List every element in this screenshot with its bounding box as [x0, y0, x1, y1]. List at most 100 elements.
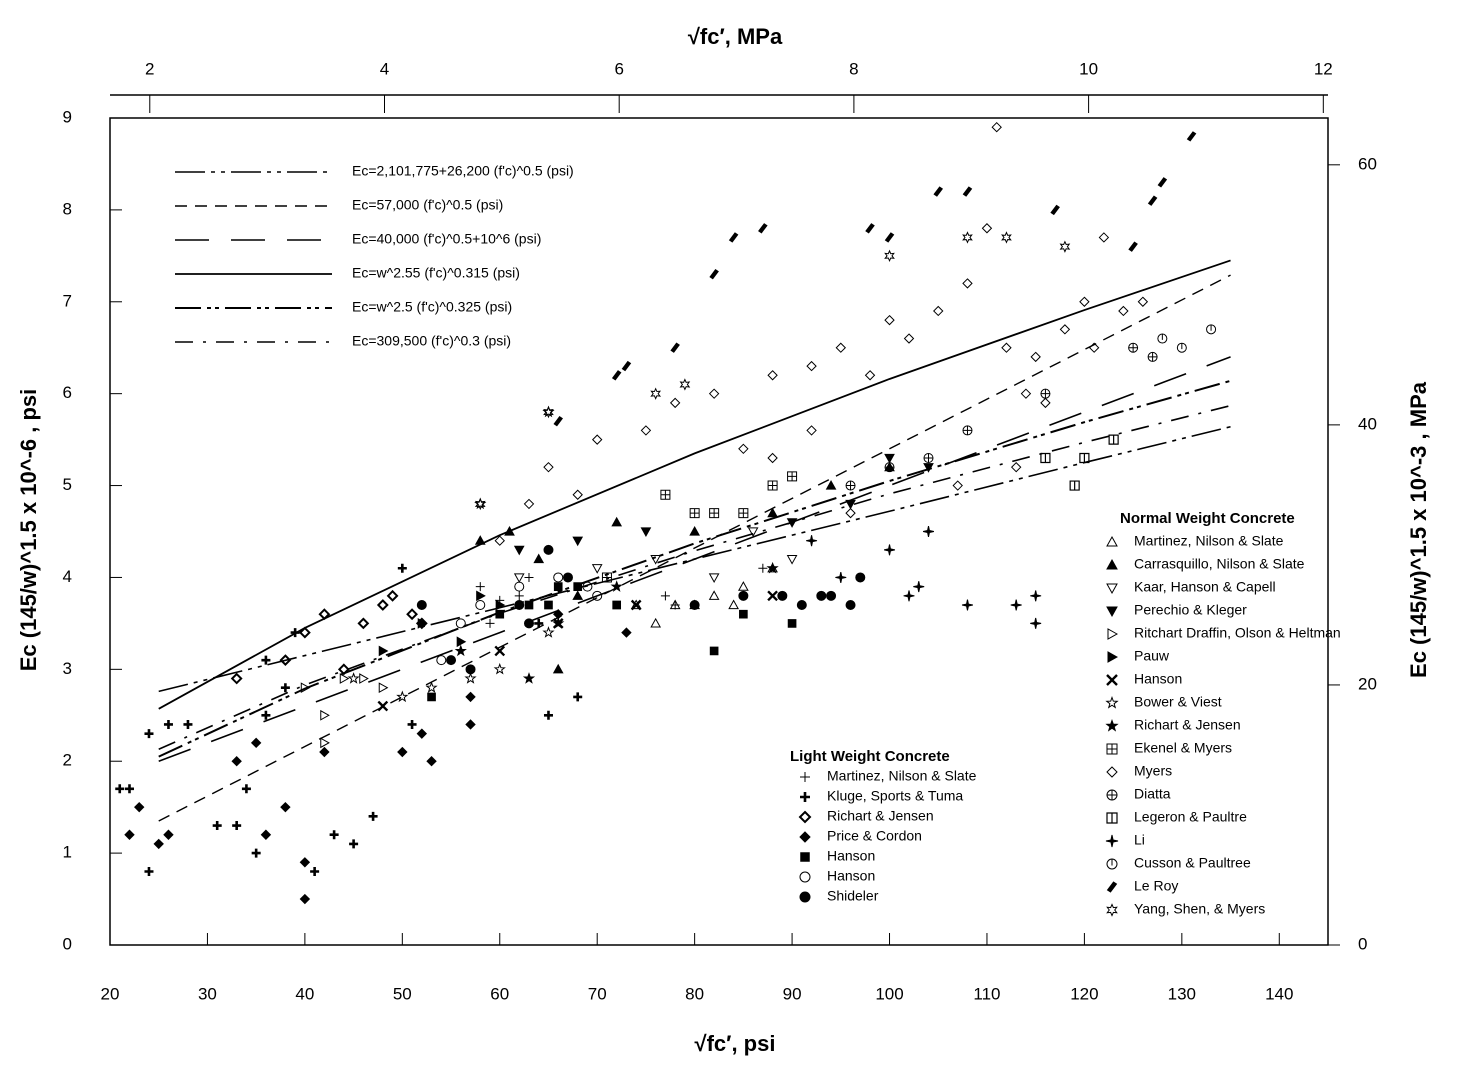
data-point [524, 600, 534, 610]
data-point [416, 728, 428, 739]
data-point [1069, 480, 1080, 491]
data-point [495, 599, 506, 611]
data-point [494, 645, 506, 657]
x2-tick-label: 12 [1314, 59, 1333, 78]
data-point [455, 618, 466, 629]
data-point [134, 801, 145, 813]
data-point [962, 425, 973, 436]
data-point [232, 821, 242, 831]
x-tick-label: 100 [875, 984, 903, 1003]
data-point [1059, 240, 1071, 253]
data-point [310, 866, 320, 876]
x-tick-label: 120 [1070, 984, 1098, 1003]
data-point [347, 672, 360, 684]
legend-label: Ritchart Draffin, Olson & Heltman [1134, 625, 1341, 641]
data-point [476, 590, 486, 602]
data-point [465, 691, 476, 703]
y-tick-label: 7 [63, 291, 72, 310]
data-point [465, 664, 476, 675]
data-point [241, 784, 251, 794]
data-point [542, 626, 555, 638]
data-point [1030, 590, 1042, 602]
y-tick-label: 4 [63, 567, 72, 586]
data-point [425, 681, 438, 693]
data-point [669, 599, 681, 610]
data-point [464, 672, 477, 684]
data-point [357, 617, 370, 630]
data-point [611, 516, 623, 527]
data-point [864, 370, 876, 381]
data-point [991, 121, 1002, 133]
data-point [1128, 241, 1138, 252]
legend-label: Shideler [827, 888, 879, 904]
legend-marker [799, 831, 811, 843]
data-point [747, 527, 759, 538]
data-point [163, 719, 173, 729]
data-point [522, 672, 536, 684]
data-point [903, 333, 915, 344]
data-point [670, 342, 680, 353]
data-point [1010, 461, 1022, 473]
data-point [368, 811, 378, 821]
data-point [337, 663, 350, 676]
y-tick-label: 2 [63, 751, 72, 770]
plot-frame [109, 117, 1329, 946]
data-point [913, 581, 925, 593]
legend-label: Le Roy [1134, 878, 1178, 894]
data-point [621, 360, 632, 372]
data-point [376, 599, 389, 611]
legend-marker [1105, 834, 1119, 848]
data-point [446, 655, 457, 666]
data-point [640, 425, 652, 436]
data-point [543, 544, 554, 555]
legend-marker [1106, 789, 1118, 801]
data-point [124, 784, 134, 794]
data-point [923, 463, 934, 473]
legend-label: Martinez, Nilson & Slate [827, 768, 977, 784]
data-point [524, 572, 534, 582]
data-point [621, 627, 632, 638]
data-point [845, 480, 856, 491]
legend-marker [1106, 558, 1118, 570]
data-point [738, 581, 749, 591]
data-point [592, 590, 603, 601]
data-point [1059, 324, 1071, 335]
legend-label: Ec=w^2.5 (f'c)^0.325 (psi) [352, 299, 512, 315]
legend-marker [1106, 606, 1118, 618]
legend-label: Ec=2,101,775+26,200 (f'c)^0.5 (psi) [352, 163, 574, 179]
legend-marker [799, 871, 811, 883]
data-point [386, 589, 399, 602]
data-point [689, 599, 700, 610]
data-point [513, 573, 525, 583]
data-point [514, 581, 525, 592]
data-point [349, 839, 359, 849]
data-point [544, 600, 553, 610]
data-point [630, 599, 642, 611]
data-point [826, 590, 837, 601]
legend-label: Diatta [1134, 786, 1171, 802]
legend-marker [800, 792, 810, 802]
data-point [961, 599, 973, 611]
data-point [298, 626, 311, 639]
data-point [534, 618, 544, 628]
data-point [922, 525, 935, 538]
data-point [884, 453, 895, 464]
data-point [485, 618, 495, 628]
x-tick-label: 130 [1168, 984, 1196, 1003]
data-point [767, 480, 778, 491]
data-point [378, 645, 389, 657]
data-point [777, 590, 788, 601]
data-point [553, 572, 564, 583]
data-point [397, 563, 407, 573]
legend-title: Light Weight Concrete [790, 748, 950, 765]
data-point [796, 600, 807, 611]
y-tick-label: 0 [63, 934, 72, 953]
data-point [806, 425, 817, 436]
data-point [884, 462, 895, 473]
data-point [865, 223, 875, 234]
data-point [689, 525, 700, 536]
data-point [251, 848, 261, 858]
legend-label: Ec=57,000 (f'c)^0.5 (psi) [352, 197, 503, 213]
data-point [767, 452, 778, 464]
